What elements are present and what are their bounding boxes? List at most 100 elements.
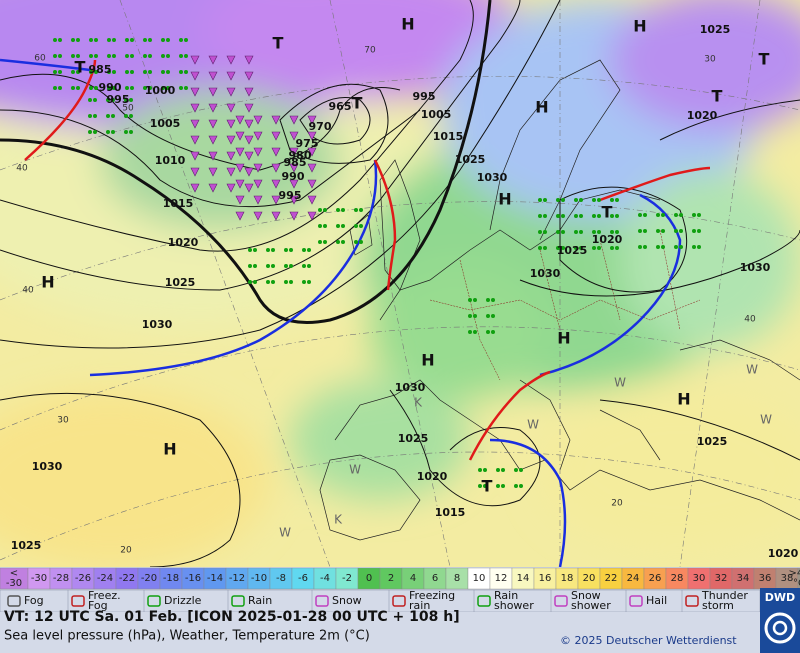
rain-symbol bbox=[561, 198, 565, 202]
rain-symbol bbox=[289, 264, 293, 268]
rain-symbol bbox=[615, 230, 619, 234]
rain-symbol bbox=[486, 314, 490, 318]
drizzle-symbol bbox=[244, 103, 254, 113]
warm-front bbox=[468, 370, 551, 461]
weather-mark: W bbox=[279, 526, 291, 540]
weather-icon bbox=[147, 595, 161, 607]
rain-symbol bbox=[354, 224, 358, 228]
drizzle-symbol bbox=[289, 195, 299, 205]
rain-symbol bbox=[89, 38, 93, 42]
rain-symbol bbox=[253, 248, 257, 252]
scale-label: 8 bbox=[454, 573, 460, 584]
rain-symbol bbox=[93, 114, 97, 118]
weather-label: Freez. Fog bbox=[88, 589, 121, 612]
scale-label: 24 bbox=[627, 573, 640, 584]
drizzle-symbol bbox=[226, 135, 236, 145]
weather-mark: K bbox=[334, 513, 343, 527]
scale-unit: °C bbox=[793, 578, 800, 589]
rain-symbol bbox=[561, 246, 565, 250]
rain-symbol bbox=[610, 230, 614, 234]
rain-symbol bbox=[597, 230, 601, 234]
precipitation-symbols bbox=[53, 38, 701, 488]
rain-symbol bbox=[266, 264, 270, 268]
rain-symbol bbox=[556, 230, 560, 234]
drizzle-symbol bbox=[271, 195, 281, 205]
drizzle-symbol bbox=[244, 87, 254, 97]
pressure-label: 1020 bbox=[417, 470, 448, 483]
pressure-label: 1025 bbox=[11, 539, 42, 552]
scale-label: -2 bbox=[342, 573, 352, 584]
rain-symbol bbox=[184, 86, 188, 90]
rain-symbol bbox=[638, 213, 642, 217]
drizzle-symbol bbox=[190, 183, 200, 193]
rain-symbol bbox=[579, 230, 583, 234]
rain-symbol bbox=[71, 70, 75, 74]
rain-symbol bbox=[478, 484, 482, 488]
rain-symbol bbox=[284, 280, 288, 284]
rain-symbol bbox=[94, 70, 98, 74]
rain-symbol bbox=[161, 70, 165, 74]
drizzle-symbol bbox=[226, 71, 236, 81]
rain-symbol bbox=[679, 229, 683, 233]
rain-symbol bbox=[289, 248, 293, 252]
rain-symbol bbox=[124, 130, 128, 134]
pressure-label: 1020 bbox=[168, 236, 199, 249]
drizzle-symbol bbox=[208, 55, 218, 65]
rain-symbol bbox=[538, 214, 542, 218]
pressure-label: 1010 bbox=[155, 154, 186, 167]
weather-mark: W bbox=[527, 418, 539, 432]
rain-symbol bbox=[561, 230, 565, 234]
map-labels: 9859909951000100510101015102010251030965… bbox=[11, 15, 799, 561]
isotherm-label: 40 bbox=[22, 286, 34, 296]
rain-symbol bbox=[643, 229, 647, 233]
pressure-label: 965 bbox=[329, 100, 352, 113]
rain-symbol bbox=[643, 245, 647, 249]
rain-symbol bbox=[519, 484, 523, 488]
rain-symbol bbox=[271, 280, 275, 284]
rain-symbol bbox=[76, 86, 80, 90]
rain-symbol bbox=[307, 264, 311, 268]
rain-symbol bbox=[592, 230, 596, 234]
rain-symbol bbox=[111, 114, 115, 118]
rain-symbol bbox=[94, 54, 98, 58]
scale-label: -8 bbox=[276, 573, 286, 584]
rain-symbol bbox=[543, 198, 547, 202]
rain-symbol bbox=[359, 224, 363, 228]
rain-symbol bbox=[597, 198, 601, 202]
weather-label: Rain shower bbox=[494, 589, 534, 612]
rain-symbol bbox=[124, 114, 128, 118]
scale-label: -14 bbox=[207, 573, 223, 584]
cold-front bbox=[0, 58, 91, 72]
logo-swirl bbox=[772, 620, 788, 636]
weather-icon bbox=[477, 595, 491, 607]
pressure-system: T bbox=[482, 477, 493, 496]
drizzle-symbol bbox=[208, 183, 218, 193]
rain-symbol bbox=[514, 484, 518, 488]
scale-label: 2 bbox=[388, 573, 394, 584]
drizzle-symbol bbox=[235, 163, 245, 173]
drizzle-symbol bbox=[235, 179, 245, 189]
rain-symbol bbox=[125, 70, 129, 74]
rain-symbol bbox=[184, 54, 188, 58]
pressure-label: 1025 bbox=[455, 153, 486, 166]
rain-symbol bbox=[519, 468, 523, 472]
rain-symbol bbox=[592, 214, 596, 218]
rain-symbol bbox=[94, 38, 98, 42]
rain-symbol bbox=[323, 240, 327, 244]
rain-symbol bbox=[318, 240, 322, 244]
rain-symbol bbox=[478, 468, 482, 472]
rain-symbol bbox=[496, 484, 500, 488]
rain-symbol bbox=[491, 298, 495, 302]
pressure-label: 1020 bbox=[768, 547, 799, 560]
drizzle-symbol bbox=[244, 167, 254, 177]
pressure-system: T bbox=[759, 50, 770, 69]
isotherm-label: 20 bbox=[120, 546, 132, 556]
rain-symbol bbox=[697, 245, 701, 249]
rain-symbol bbox=[148, 86, 152, 90]
rain-symbol bbox=[289, 280, 293, 284]
rain-symbol bbox=[341, 208, 345, 212]
weather-label: Thunder storm bbox=[701, 589, 748, 612]
pressure-system: H bbox=[421, 351, 434, 370]
rain-symbol bbox=[166, 86, 170, 90]
